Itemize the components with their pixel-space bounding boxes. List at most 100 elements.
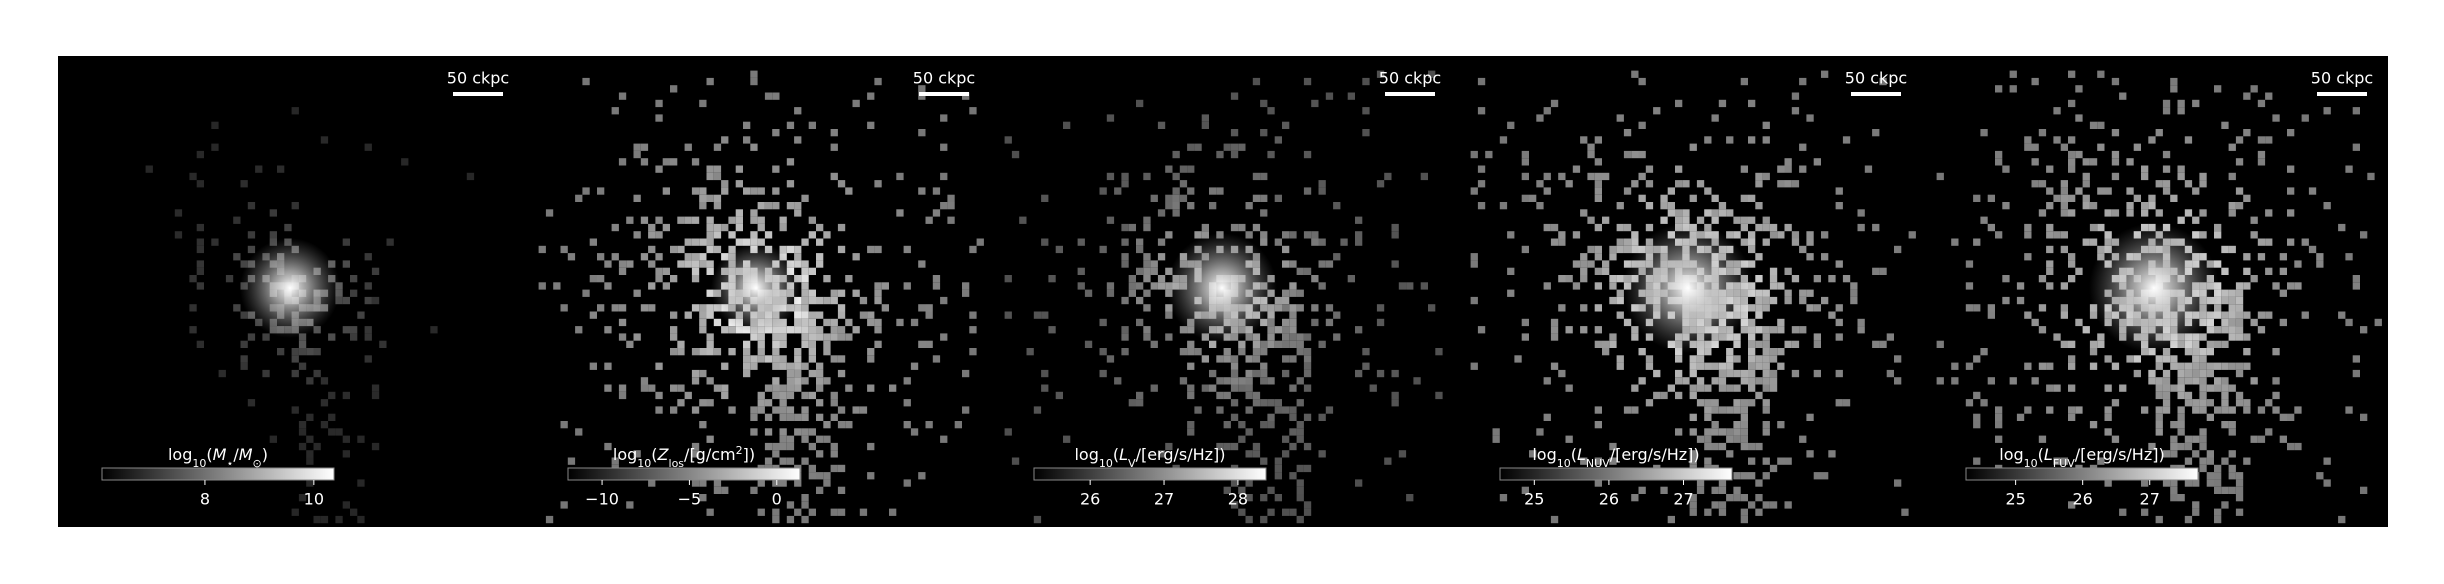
pixel [1194,406,1202,414]
pixel [2075,318,2083,327]
pixel [2111,172,2120,181]
label-part: ⊙ [253,457,262,470]
pixel [2104,209,2112,217]
pixel [2323,479,2331,487]
pixel [1784,289,1792,297]
pixel [1187,362,1195,370]
pixel [808,340,816,348]
pixel [1274,136,1282,144]
pixel [1121,326,1129,334]
pixel [2287,238,2295,246]
pixel [1995,231,2003,239]
pixel [1806,114,1814,122]
pixel [240,311,248,319]
pixel [1282,369,1290,378]
pixel [677,340,685,348]
pixel [189,172,197,181]
pixel [2162,391,2171,400]
pixel [1230,377,1239,385]
pixel [306,435,314,443]
pixel [1274,399,1282,407]
pixel [1623,150,1632,159]
pixel [1631,494,1639,502]
pixel [1965,362,1974,370]
pixel [1791,369,1800,378]
pixel [1311,238,1319,246]
pixel [1609,282,1617,290]
pixel [357,479,365,487]
pixel [830,450,838,458]
pixel [1602,267,1610,275]
pixel [1813,275,1821,283]
pixel [1821,231,1829,239]
pixel [1384,172,1392,181]
pixel [1726,428,1734,436]
pixel [2235,318,2244,327]
pixel [1623,238,1632,246]
pixel [1157,121,1166,129]
pixel [1748,318,1756,327]
pixel [2060,282,2068,290]
pixel [1667,515,1675,524]
pixel [1543,377,1551,385]
pixel [1121,348,1129,356]
pixel [2089,238,2098,246]
pixel [1209,340,1217,348]
label-part: 10 [2024,457,2038,470]
pixel [2199,435,2207,443]
pixel [2177,165,2185,173]
pixel [1477,180,1486,188]
pixel [1165,333,1173,341]
pixel [2265,92,2273,100]
pixel [2272,348,2280,356]
pixel [706,260,714,268]
pixel [735,180,743,188]
pixel [2031,158,2039,166]
pixel [1267,508,1275,516]
pixel [750,143,758,151]
pixel [1194,231,1202,239]
pixel [1477,107,1486,115]
pixel [1282,231,1290,239]
pixel [2184,399,2193,407]
pixel [1143,223,1151,232]
pixel [1580,326,1588,334]
pixel [662,223,670,232]
pixel [1289,289,1297,297]
pixel [1165,202,1173,210]
pixel [1726,435,1734,443]
pixel [881,304,889,312]
pixel [2235,304,2244,312]
pixel [1157,275,1166,283]
pixel [1187,187,1195,195]
pixel [743,355,751,363]
pixel [1572,260,1581,268]
pixel [1740,494,1748,502]
pixel [655,253,663,261]
pixel [1514,355,1522,363]
pixel [2111,150,2120,159]
pixel [1230,369,1239,378]
pixel [743,238,751,246]
pixel [1282,260,1290,268]
pixel [1623,260,1632,268]
pixel [699,304,707,312]
pixel [2228,143,2236,151]
pixel [1799,326,1807,334]
pixel [2199,384,2207,392]
pixel [801,406,809,414]
pixel [1799,245,1807,254]
pixel [1894,245,1902,254]
pixel [618,318,627,327]
pixel [2097,340,2105,348]
pixel [1267,150,1275,159]
pixel [1850,289,1858,297]
pixel [2184,340,2193,348]
pixel [2060,194,2068,202]
pixel [1762,362,1770,370]
pixel [867,384,875,392]
pixel [910,318,919,327]
pixel [1252,77,1261,86]
pixel [1521,150,1529,159]
pixel [1150,384,1158,392]
